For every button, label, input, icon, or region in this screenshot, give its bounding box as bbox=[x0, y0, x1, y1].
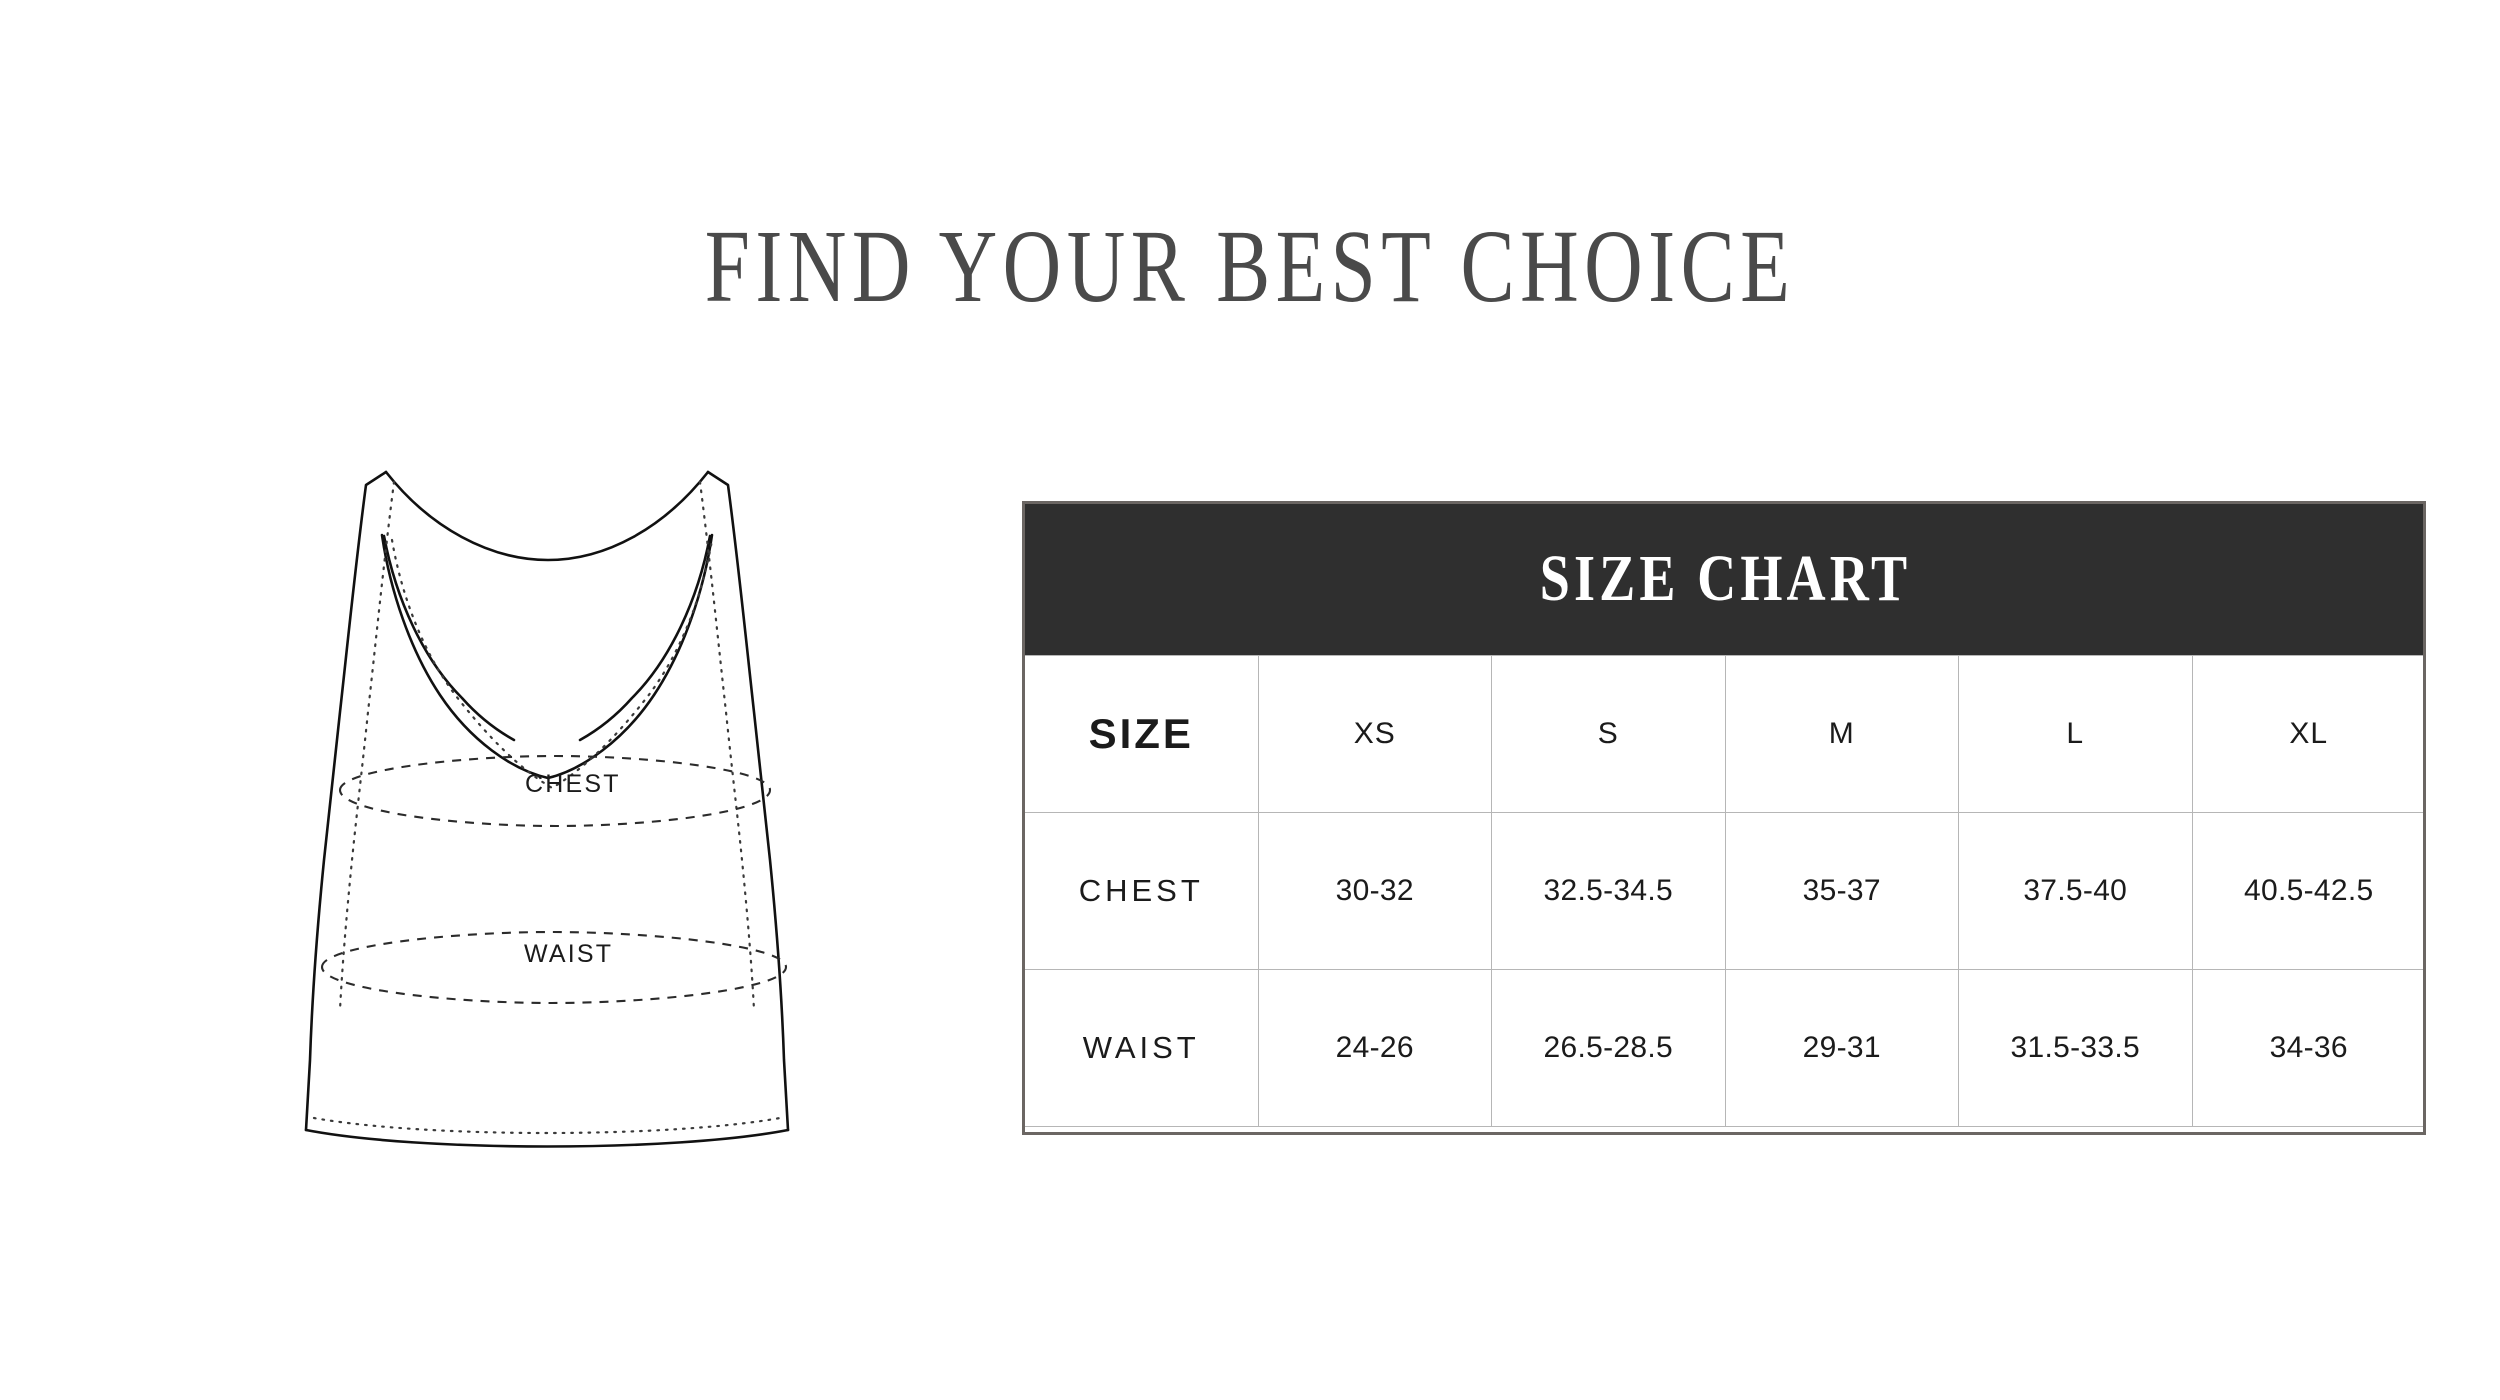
waist-measurement-ellipse bbox=[320, 930, 788, 1005]
column-header-s: S bbox=[1491, 655, 1726, 813]
column-header-xs: XS bbox=[1257, 655, 1492, 813]
chest-xs-value: 30-32 bbox=[1257, 812, 1492, 970]
size-chart-table: SIZE CHART SIZE XS S M L XL CHEST 30-32 … bbox=[1024, 503, 2426, 1127]
chest-s-value: 32.5-34.5 bbox=[1491, 812, 1726, 970]
column-header-m: M bbox=[1724, 655, 1959, 813]
table-header-row: SIZE XS S M L XL bbox=[1024, 655, 2426, 813]
size-chart: SIZE CHART SIZE XS S M L XL CHEST 30-32 … bbox=[1024, 503, 2426, 1127]
size-chart-banner-title: SIZE CHART bbox=[1539, 542, 1911, 615]
waist-measurement-label: WAIST bbox=[524, 940, 614, 968]
column-header-l: L bbox=[1958, 655, 2193, 813]
column-header-size: SIZE bbox=[1024, 655, 1259, 813]
size-chart-banner-row: SIZE CHART bbox=[1024, 503, 2426, 656]
chest-l-value: 37.5-40 bbox=[1958, 812, 2193, 970]
chest-measurement-ellipse bbox=[338, 754, 772, 828]
row-header-chest: CHEST bbox=[1024, 812, 1259, 970]
waist-l-value: 31.5-33.5 bbox=[1958, 969, 2193, 1127]
chest-measurement-label: CHEST bbox=[525, 770, 621, 798]
size-chart-banner: SIZE CHART bbox=[1024, 503, 2426, 656]
chest-xl-value: 40.5-42.5 bbox=[2191, 812, 2426, 970]
column-header-xl: XL bbox=[2191, 655, 2426, 813]
table-row: CHEST 30-32 32.5-34.5 35-37 37.5-40 40.5… bbox=[1024, 812, 2426, 970]
row-header-waist: WAIST bbox=[1024, 969, 1259, 1127]
waist-xs-value: 24-26 bbox=[1257, 969, 1492, 1127]
table-row: WAIST 24-26 26.5-28.5 29-31 31.5-33.5 34… bbox=[1024, 969, 2426, 1127]
waist-m-value: 29-31 bbox=[1724, 969, 1959, 1127]
waist-s-value: 26.5-28.5 bbox=[1491, 969, 1726, 1127]
tank-top-technical-drawing bbox=[304, 470, 790, 1148]
garment-illustration: CHEST WAIST bbox=[300, 440, 900, 1160]
waist-xl-value: 34-36 bbox=[2191, 969, 2426, 1127]
chest-m-value: 35-37 bbox=[1724, 812, 1959, 970]
page-title: FIND YOUR BEST CHOICE bbox=[704, 209, 1796, 324]
